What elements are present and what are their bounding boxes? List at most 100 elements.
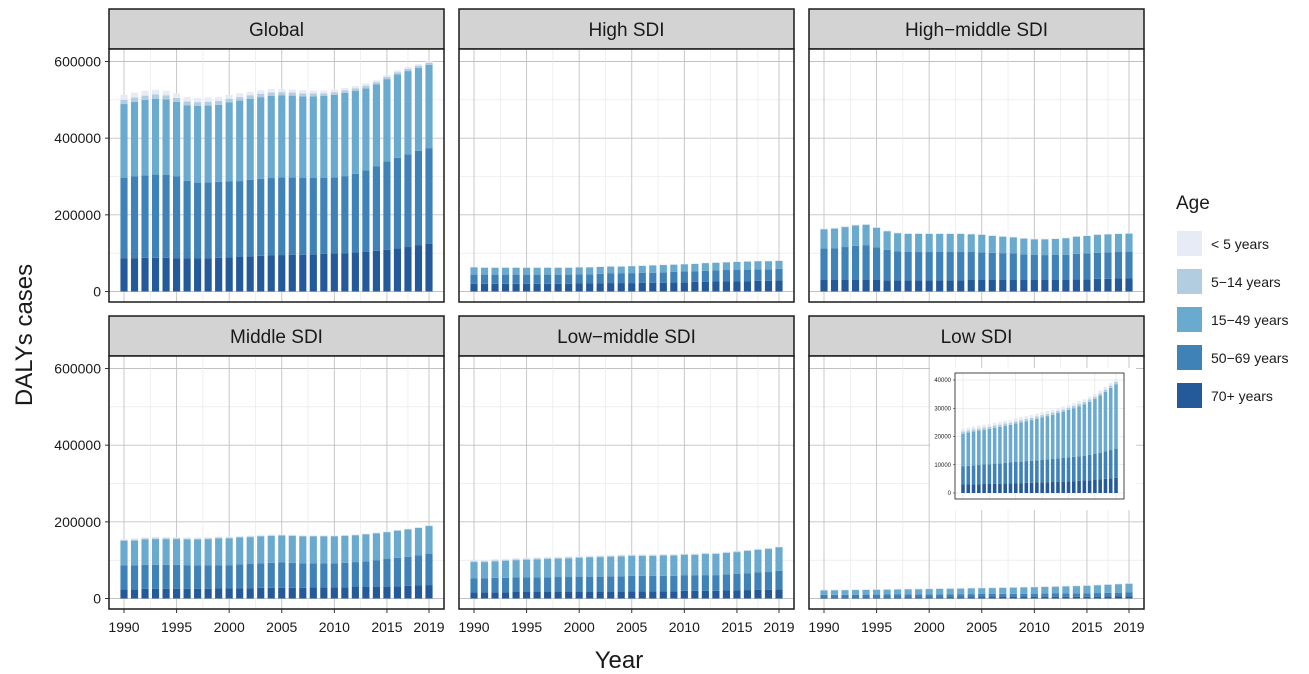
bar-segment-15-49-years-2005 — [978, 234, 986, 253]
inset-bar-segment-5-14-years-1995 — [987, 426, 992, 429]
bar-segment-70-years-1997 — [544, 591, 552, 599]
bar-segment-15-49-years-2009 — [1020, 238, 1028, 255]
bar-segment-5-years-1998 — [204, 97, 212, 102]
bar-segment-70-years-1994 — [862, 279, 870, 292]
bar-segment-15-49-years-2017 — [1104, 584, 1112, 593]
bar-segment-50-69-years-2018 — [414, 555, 423, 586]
bar-segment-5-years-1994 — [512, 557, 520, 560]
bar-segment-70-years-2008 — [1009, 280, 1017, 292]
bar-segment-50-69-years-2011 — [691, 271, 699, 282]
bar-segment-15-49-years-2013 — [1062, 238, 1070, 255]
bar-segment-50-69-years-1995 — [523, 577, 531, 592]
inset-bar-segment-15-49-years-2016 — [1098, 395, 1102, 453]
y-tick-label: 600000 — [54, 361, 101, 377]
bar-segment-5-years-1995 — [173, 537, 181, 539]
bar-segment-50-69-years-1992 — [491, 577, 499, 593]
bar-segment-5-years-1991 — [480, 559, 489, 562]
bar-segment-15-49-years-2008 — [659, 265, 667, 273]
bar-segment-50-69-years-2012 — [351, 562, 359, 587]
bar-segment-70-years-2001 — [236, 588, 244, 599]
bar-segment-5-years-2009 — [320, 90, 328, 94]
bar-segment-5-years-2019 — [425, 61, 433, 63]
bar-segment-50-69-years-2018 — [1114, 252, 1123, 279]
bar-segment-50-69-years-2007 — [649, 272, 657, 283]
bar-segment-5-14-years-1999 — [565, 557, 573, 559]
bar-segment-70-years-2017 — [1104, 278, 1112, 292]
inset-bar-segment-70-years-1997 — [998, 483, 1002, 493]
bar-segment-70-years-2012 — [1051, 279, 1059, 292]
bar-segment-70-years-2019 — [775, 589, 783, 599]
bar-segment-50-69-years-2014 — [722, 270, 730, 282]
bar-segment-70-years-2014 — [1072, 279, 1080, 292]
inset-bar-segment-5-14-years-2002 — [1024, 418, 1029, 422]
inset-bar-segment-5-years-2011 — [1071, 403, 1076, 406]
bar-segment-70-years-2014 — [722, 590, 730, 599]
bar-segment-15-49-years-2012 — [1051, 586, 1059, 594]
inset-bar-segment-70-years-2002 — [1024, 482, 1029, 493]
bar-segment-70-years-2011 — [691, 281, 699, 292]
bar-segment-15-49-years-2014 — [722, 262, 730, 271]
inset-y-tick-label: 0 — [948, 491, 952, 497]
bar-segment-50-69-years-1993 — [151, 564, 160, 589]
bar-segment-70-years-1993 — [151, 257, 160, 292]
bar-segment-50-69-years-2000 — [925, 252, 933, 281]
bar-segment-15-49-years-2012 — [351, 535, 359, 563]
x-tick-label: 1990 — [808, 619, 839, 635]
bar-segment-70-years-2016 — [1093, 278, 1102, 292]
bar-segment-50-69-years-2013 — [712, 270, 720, 282]
bar-segment-70-years-2017 — [1104, 596, 1112, 599]
bar-segment-50-69-years-2006 — [988, 593, 996, 598]
bar-segment-50-69-years-2014 — [722, 574, 730, 591]
bar-segment-70-years-2000 — [925, 280, 933, 292]
bar-segment-50-69-years-2014 — [372, 166, 380, 251]
bar-segment-5-14-years-1993 — [151, 538, 160, 540]
bar-segment-70-years-1999 — [565, 591, 573, 599]
inset-bar-segment-5-14-years-2000 — [1013, 421, 1018, 424]
inset-bar-segment-5-14-years-2007 — [1050, 412, 1055, 415]
bar-segment-15-49-years-2008 — [309, 536, 317, 564]
bar-segment-70-years-1992 — [141, 257, 149, 292]
legend-swatch-50-69-years — [1177, 345, 1202, 370]
bar-segment-15-49-years-2018 — [1114, 234, 1123, 253]
bar-segment-70-years-2014 — [722, 281, 730, 292]
bar-segment-70-years-1999 — [215, 257, 223, 292]
bar-segment-50-69-years-2017 — [1104, 592, 1112, 597]
inset-y-tick-label: 20000 — [934, 435, 951, 441]
bar-segment-5-years-2008 — [309, 90, 317, 94]
bar-segment-50-69-years-1994 — [162, 564, 170, 589]
bar-segment-5-years-2004 — [267, 89, 275, 93]
bar-segment-15-49-years-1994 — [862, 589, 870, 595]
bar-segment-50-69-years-2004 — [267, 562, 275, 588]
bar-segment-5-14-years-2003 — [257, 535, 265, 537]
bar-segment-15-49-years-2018 — [414, 68, 423, 151]
bar-segment-5-14-years-2002 — [246, 95, 254, 99]
bar-segment-15-49-years-2013 — [712, 262, 720, 271]
bar-segment-15-49-years-2007 — [649, 265, 657, 273]
bar-segment-50-69-years-2010 — [680, 575, 688, 591]
bar-segment-5-14-years-1995 — [173, 538, 181, 540]
bar-segment-15-49-years-1991 — [130, 101, 139, 177]
panel-title: Middle SDI — [230, 327, 323, 348]
inset-bar-segment-70-years-1992 — [971, 484, 976, 493]
bar-segment-70-years-2004 — [267, 587, 275, 599]
x-tick-label: 2015 — [721, 619, 752, 635]
bar-segment-50-69-years-2018 — [764, 572, 773, 590]
bar-segment-15-49-years-2015 — [1083, 585, 1091, 594]
bar-segment-50-69-years-1996 — [533, 274, 541, 284]
bar-segment-5-years-2018 — [764, 547, 773, 549]
bar-segment-5-14-years-2008 — [659, 554, 667, 556]
bar-segment-5-years-2015 — [383, 74, 391, 77]
inset-bar-segment-15-49-years-2000 — [1013, 423, 1018, 462]
bar-segment-70-years-1992 — [841, 597, 849, 599]
inset-bar-segment-50-69-years-2007 — [1050, 458, 1055, 482]
bar-segment-70-years-2005 — [628, 283, 636, 292]
bar-segment-15-49-years-1997 — [194, 539, 202, 566]
bar-segment-5-years-1996 — [183, 537, 191, 539]
bar-segment-5-years-1997 — [194, 537, 202, 539]
bar-segment-5-years-2005 — [278, 89, 286, 93]
bar-segment-15-49-years-2009 — [320, 536, 328, 564]
bar-segment-15-49-years-2014 — [372, 533, 380, 561]
bar-segment-5-14-years-2012 — [351, 88, 359, 92]
bar-segment-5-years-2010 — [330, 535, 338, 536]
bar-segment-15-49-years-2004 — [967, 588, 975, 595]
